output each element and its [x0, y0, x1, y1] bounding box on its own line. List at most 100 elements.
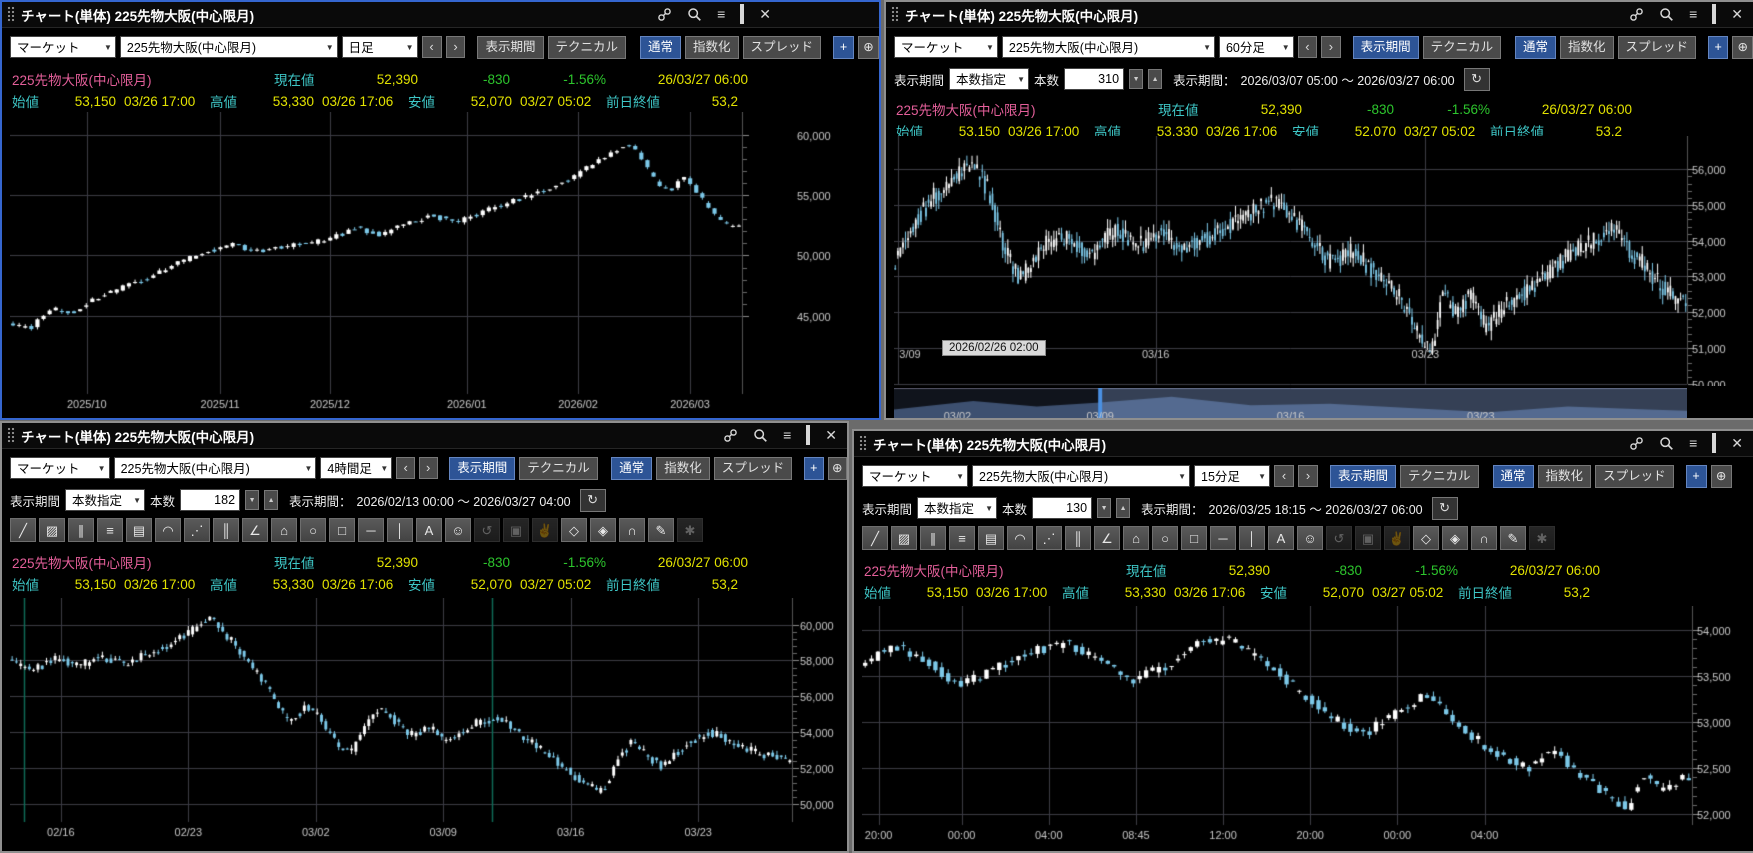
maximize-icon[interactable]	[1712, 433, 1717, 453]
market-select[interactable]: マーケット	[894, 36, 998, 58]
count-decrement-icon[interactable]: ▼	[1097, 498, 1112, 518]
reload-icon[interactable]: ↻	[579, 488, 606, 512]
time-lines-tool-icon[interactable]: ║	[1065, 526, 1091, 550]
reload-icon[interactable]: ↻	[1463, 67, 1490, 91]
text-tool-icon[interactable]: A	[416, 518, 442, 542]
ellipse-tool-icon[interactable]: ○	[300, 518, 326, 542]
drag-grip-icon[interactable]	[859, 435, 867, 452]
zoom-in-icon[interactable]: ⊕	[827, 456, 847, 480]
maximize-icon[interactable]	[740, 4, 745, 24]
line-tool-icon[interactable]: ╱	[10, 518, 36, 542]
maximize-icon[interactable]	[806, 425, 811, 445]
price-chart[interactable]	[10, 112, 876, 412]
period-mode-select[interactable]: 本数指定	[65, 489, 146, 511]
normal-mode-button[interactable]: 通常	[611, 456, 653, 480]
price-lines-tool-icon[interactable]: ▤	[126, 518, 152, 542]
fibonacci-arc-tool-icon[interactable]: ◠	[1007, 526, 1033, 550]
timeframe-select[interactable]: 60分足	[1218, 36, 1294, 58]
indexed-mode-button[interactable]: 指数化	[1560, 35, 1614, 59]
next-button[interactable]: ›	[418, 457, 438, 479]
eraser-text-tool-icon[interactable]: ◈	[590, 518, 616, 542]
bar-count-input[interactable]: 130	[1032, 497, 1093, 519]
price-lines-tool-icon[interactable]: ▤	[978, 526, 1004, 550]
reload-icon[interactable]: ↻	[1431, 496, 1458, 520]
close-icon[interactable]: ✕	[759, 6, 771, 22]
close-icon[interactable]: ✕	[825, 427, 837, 443]
next-button[interactable]: ›	[1321, 36, 1341, 58]
trend-ruler-tool-icon[interactable]: ▨	[891, 526, 917, 550]
link-icon[interactable]	[1629, 7, 1644, 22]
horizontal-lines-tool-icon[interactable]: ≡	[97, 518, 123, 542]
next-button[interactable]: ›	[445, 36, 466, 58]
spread-mode-button[interactable]: スプレッド	[742, 35, 822, 59]
icon-stamp-tool-icon[interactable]: ☺	[445, 518, 471, 542]
market-select[interactable]: マーケット	[862, 465, 968, 487]
angle-line-tool-icon[interactable]: ∠	[242, 518, 268, 542]
add-chart-button[interactable]: +	[1685, 464, 1707, 488]
technical-button[interactable]: テクニカル	[1422, 35, 1502, 59]
maximize-icon[interactable]	[1712, 4, 1717, 24]
display-period-button[interactable]: 表示期間	[1330, 464, 1397, 488]
count-decrement-icon[interactable]: ▼	[245, 490, 260, 510]
display-period-button[interactable]: 表示期間	[449, 456, 516, 480]
trend-ruler-tool-icon[interactable]: ▨	[39, 518, 65, 542]
horizontal-line-tool-icon[interactable]: ─	[358, 518, 384, 542]
symbol-select[interactable]: 225先物大阪(中心限月)	[113, 457, 317, 479]
next-button[interactable]: ›	[1298, 465, 1318, 487]
eraser-tool-icon[interactable]: ◇	[1413, 526, 1439, 550]
period-mode-select[interactable]: 本数指定	[917, 497, 998, 519]
normal-mode-button[interactable]: 通常	[1515, 35, 1557, 59]
line-tool-icon[interactable]: ╱	[862, 526, 888, 550]
window-titlebar[interactable]: チャート(単体) 225先物大阪(中心限月) ≡ ✕	[886, 2, 1753, 28]
price-chart[interactable]	[10, 598, 844, 840]
eraser-text-tool-icon[interactable]: ◈	[1442, 526, 1468, 550]
technical-button[interactable]: テクニカル	[547, 35, 627, 59]
spread-mode-button[interactable]: スプレッド	[1617, 35, 1697, 59]
magnet-tool-icon[interactable]: ∩	[619, 518, 645, 542]
link-icon[interactable]	[1629, 436, 1644, 451]
count-decrement-icon[interactable]: ▼	[1129, 69, 1144, 89]
count-increment-icon[interactable]: ▲	[264, 490, 279, 510]
vertical-line-tool-icon[interactable]: │	[387, 518, 413, 542]
ellipse-tool-icon[interactable]: ○	[1152, 526, 1178, 550]
symbol-select[interactable]: 225先物大阪(中心限月)	[119, 36, 338, 58]
timeframe-select[interactable]: 15分足	[1194, 465, 1270, 487]
eraser-tool-icon[interactable]: ◇	[561, 518, 587, 542]
spread-mode-button[interactable]: スプレッド	[713, 456, 793, 480]
prev-button[interactable]: ‹	[1274, 465, 1294, 487]
prev-button[interactable]: ‹	[421, 36, 442, 58]
prev-button[interactable]: ‹	[396, 457, 415, 479]
technical-button[interactable]: テクニカル	[519, 456, 598, 480]
menu-icon[interactable]: ≡	[783, 427, 792, 443]
parallel-lines-tool-icon[interactable]: ∥	[68, 518, 94, 542]
symbol-select[interactable]: 225先物大阪(中心限月)	[1001, 36, 1215, 58]
zoom-in-icon[interactable]: ⊕	[1710, 464, 1732, 488]
pentagon-tool-icon[interactable]: ⌂	[1123, 526, 1149, 550]
horizontal-lines-tool-icon[interactable]: ≡	[949, 526, 975, 550]
horizontal-line-tool-icon[interactable]: ─	[1210, 526, 1236, 550]
window-titlebar[interactable]: チャート(単体) 225先物大阪(中心限月) ≡ ✕	[2, 2, 879, 28]
drag-grip-icon[interactable]	[7, 427, 15, 444]
add-chart-button[interactable]: +	[803, 456, 824, 480]
close-icon[interactable]: ✕	[1731, 6, 1743, 22]
parallel-lines-tool-icon[interactable]: ∥	[920, 526, 946, 550]
rectangle-tool-icon[interactable]: □	[1181, 526, 1207, 550]
indexed-mode-button[interactable]: 指数化	[1537, 464, 1592, 488]
icon-stamp-tool-icon[interactable]: ☺	[1297, 526, 1323, 550]
fan-lines-tool-icon[interactable]: ⋰	[184, 518, 210, 542]
spread-mode-button[interactable]: スプレッド	[1595, 464, 1674, 488]
prev-button[interactable]: ‹	[1297, 36, 1318, 58]
symbol-select[interactable]: 225先物大阪(中心限月)	[972, 465, 1190, 487]
drag-grip-icon[interactable]	[7, 6, 15, 23]
menu-icon[interactable]: ≡	[1689, 6, 1698, 22]
lock-drawing-tool-icon[interactable]: ✎	[1500, 526, 1526, 550]
count-increment-icon[interactable]: ▲	[1116, 498, 1131, 518]
add-chart-button[interactable]: +	[1707, 35, 1729, 59]
zoom-in-icon[interactable]: ⊕	[1732, 35, 1753, 59]
zoom-in-icon[interactable]: ⊕	[858, 35, 879, 59]
normal-mode-button[interactable]: 通常	[1492, 464, 1534, 488]
technical-button[interactable]: テクニカル	[1400, 464, 1479, 488]
indexed-mode-button[interactable]: 指数化	[656, 456, 710, 480]
display-period-button[interactable]: 表示期間	[477, 35, 544, 59]
price-chart[interactable]	[862, 606, 1748, 844]
